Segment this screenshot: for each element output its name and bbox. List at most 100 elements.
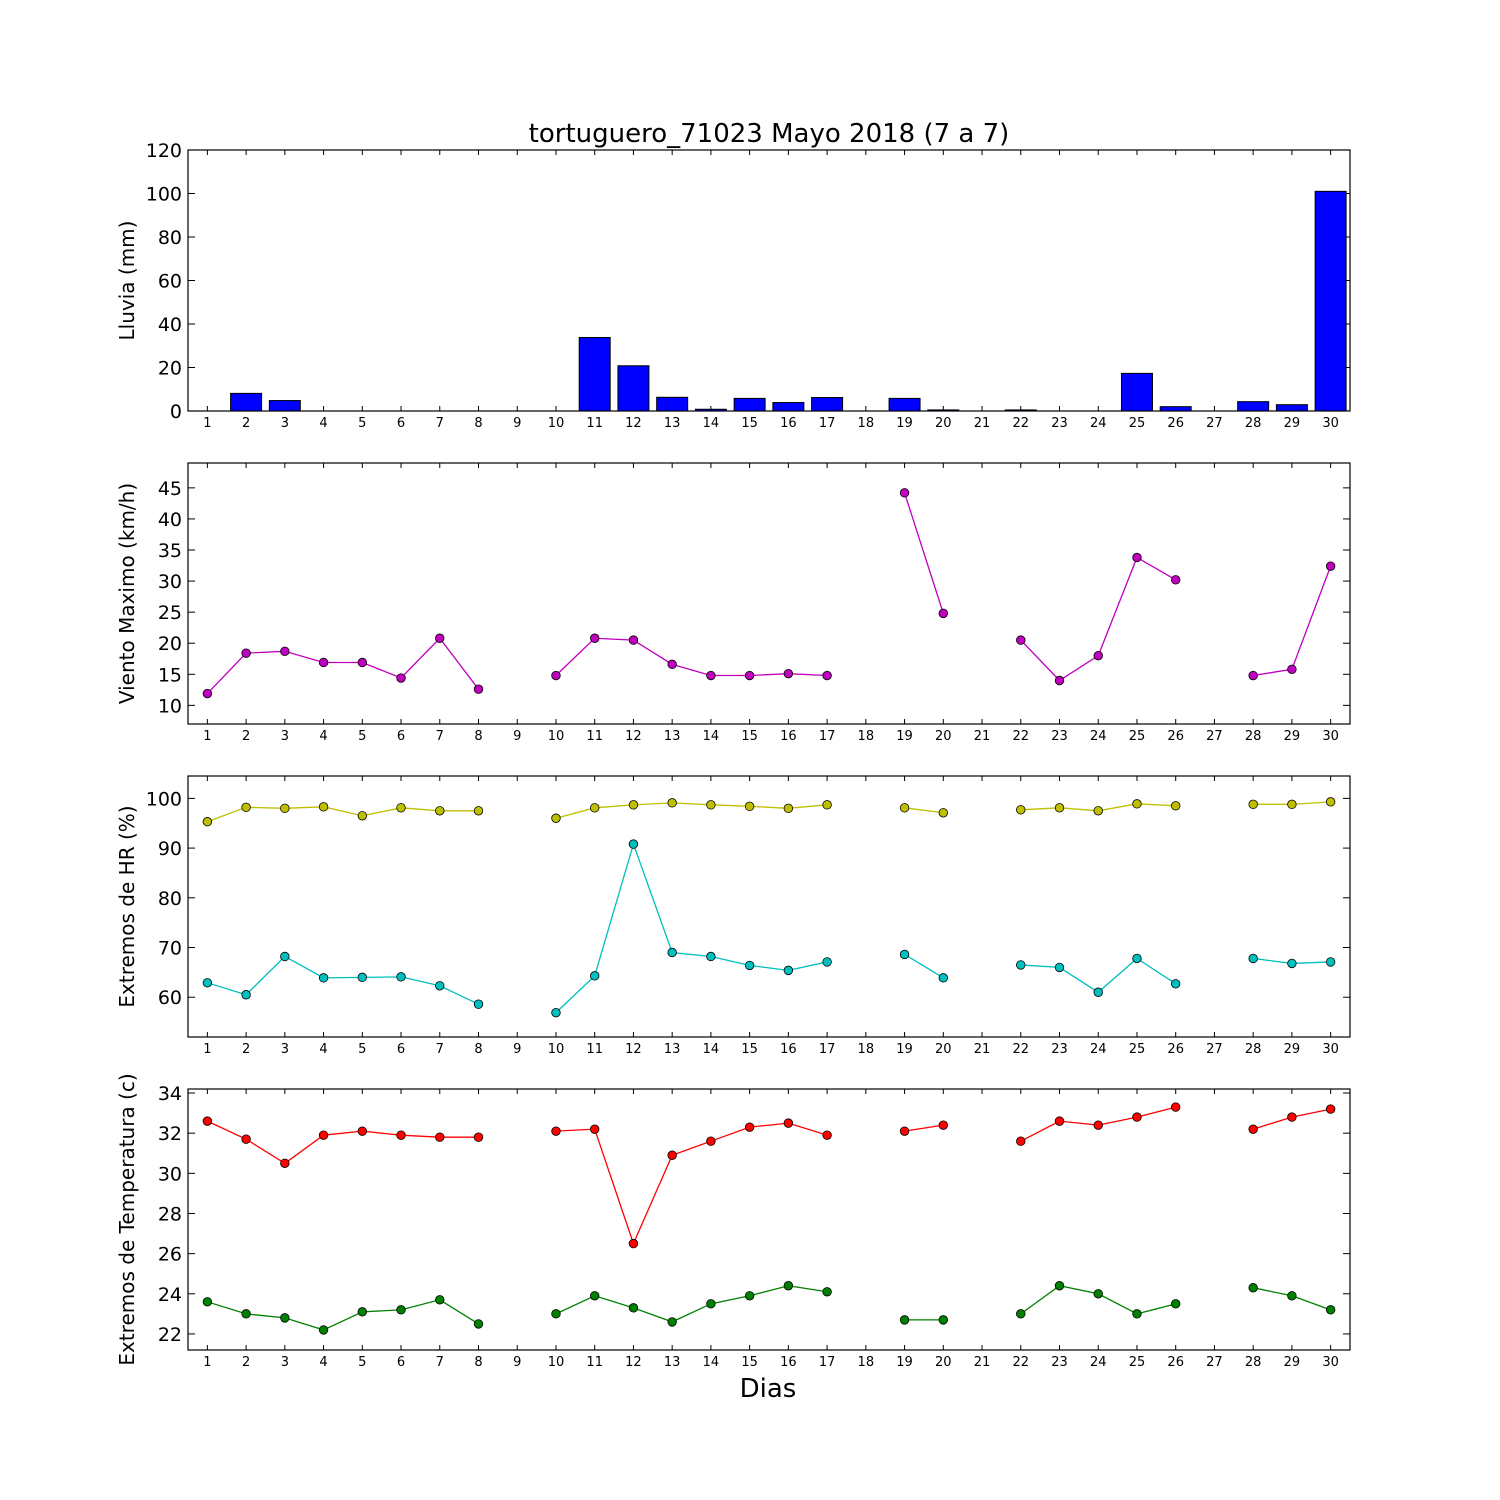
x-tick-label: 12 xyxy=(625,1355,642,1370)
wind-data-point xyxy=(1248,670,1258,681)
rain-bar xyxy=(1120,372,1153,412)
x-tick-label: 26 xyxy=(1167,1042,1184,1057)
x-tick-label: 17 xyxy=(819,729,836,744)
y-tick-label: 0 xyxy=(170,401,182,423)
x-tick-label: 20 xyxy=(935,729,952,744)
x-tick-label: 17 xyxy=(819,1042,836,1057)
wind-data-point xyxy=(628,635,639,645)
x-tick-label: 16 xyxy=(780,1355,797,1370)
temperature-data-point xyxy=(473,1132,484,1142)
humidity-data-point xyxy=(899,803,910,813)
x-tick-label: 6 xyxy=(397,1355,405,1370)
temperature-data-point xyxy=(241,1309,251,1319)
rain-bar xyxy=(230,392,263,412)
x-tick-label: 4 xyxy=(319,416,327,431)
temperature-axes-frame xyxy=(187,1088,1351,1351)
temperature-data-point xyxy=(1093,1289,1103,1299)
y-tick-label: 100 xyxy=(146,788,182,810)
temperature-data-point xyxy=(1287,1112,1297,1122)
humidity-data-point xyxy=(1248,799,1258,810)
x-tick-label: 10 xyxy=(548,729,565,744)
humidity-data-point xyxy=(435,981,445,991)
wind-data-point xyxy=(590,633,600,643)
rain-bar xyxy=(772,402,805,412)
humidity-data-point xyxy=(435,806,445,816)
y-tick-label: 70 xyxy=(158,938,182,960)
y-tick-label: 40 xyxy=(158,314,182,336)
x-tick-label: 2 xyxy=(242,1355,250,1370)
x-tick-label: 16 xyxy=(780,1042,797,1057)
x-tick-label: 29 xyxy=(1284,416,1301,431)
humidity-data-point xyxy=(1093,806,1103,816)
temperature-data-point xyxy=(590,1291,600,1301)
wind-data-point xyxy=(899,488,910,498)
x-tick-label: 26 xyxy=(1167,729,1184,744)
humidity-data-point xyxy=(473,806,484,816)
y-tick-label: 30 xyxy=(158,571,182,593)
temperature-data-point xyxy=(202,1297,213,1307)
x-tick-label: 30 xyxy=(1322,1355,1339,1370)
x-tick-label: 7 xyxy=(436,1355,444,1370)
temperature-data-point xyxy=(1132,1309,1142,1319)
humidity-data-point xyxy=(822,957,832,967)
x-tick-label: 5 xyxy=(358,1355,366,1370)
x-tick-label: 19 xyxy=(896,1042,913,1057)
humidity-data-point xyxy=(938,973,949,983)
wind-data-point xyxy=(1054,675,1065,686)
x-tick-label: 6 xyxy=(397,416,405,431)
x-tick-label: 25 xyxy=(1129,1042,1146,1057)
y-tick-label: 20 xyxy=(158,633,182,655)
x-tick-label: 18 xyxy=(858,1042,875,1057)
x-tick-label: 8 xyxy=(474,416,482,431)
x-tick-label: 28 xyxy=(1245,1042,1262,1057)
rain-axes-frame xyxy=(187,149,1351,412)
y-tick-label: 28 xyxy=(158,1203,182,1225)
x-tick-label: 7 xyxy=(436,1042,444,1057)
temperature-data-point xyxy=(1054,1281,1065,1291)
temperature-data-point xyxy=(1248,1283,1258,1293)
humidity-data-point xyxy=(551,813,561,823)
rain-bar xyxy=(578,336,611,412)
x-tick-label: 1 xyxy=(203,1042,211,1057)
x-tick-label: 9 xyxy=(513,1355,521,1370)
x-tick-label: 14 xyxy=(703,416,720,431)
rain-bar xyxy=(1314,190,1347,412)
x-tick-label: 5 xyxy=(358,416,366,431)
humidity-data-point xyxy=(1248,953,1258,964)
humidity-data-point xyxy=(1016,805,1026,815)
x-tick-label: 9 xyxy=(513,1042,521,1057)
humidity-data-point xyxy=(1132,953,1142,964)
humidity-data-point xyxy=(1325,797,1336,807)
wind-data-point xyxy=(822,670,832,681)
temperature-y-axis-label: Extremos de Temperatura (c) xyxy=(115,1073,139,1365)
humidity-data-point xyxy=(783,965,794,976)
wind-data-point xyxy=(435,633,445,643)
x-tick-label: 11 xyxy=(586,729,603,744)
rain-bar xyxy=(888,397,921,412)
x-tick-label: 23 xyxy=(1051,416,1068,431)
y-tick-label: 60 xyxy=(158,987,182,1009)
x-tick-label: 13 xyxy=(664,1042,681,1057)
wind-data-point xyxy=(1325,561,1336,571)
x-tick-label: 11 xyxy=(586,1042,603,1057)
y-tick-label: 80 xyxy=(158,227,182,249)
x-tick-label: 22 xyxy=(1012,416,1029,431)
rain-bar xyxy=(733,397,766,412)
x-tick-label: 3 xyxy=(281,1042,289,1057)
x-tick-label: 9 xyxy=(513,729,521,744)
humidity-series-line xyxy=(207,955,479,1005)
x-tick-label: 22 xyxy=(1012,1355,1029,1370)
temperature-series-line xyxy=(904,1124,944,1132)
x-tick-label: 6 xyxy=(397,1042,405,1057)
x-tick-label: 4 xyxy=(319,1355,327,1370)
temperature-data-point xyxy=(783,1281,794,1291)
x-tick-label: 22 xyxy=(1012,729,1029,744)
humidity-series-line xyxy=(207,806,479,823)
temperature-data-point xyxy=(590,1124,600,1134)
humidity-series-line xyxy=(904,807,944,814)
temperature-data-point xyxy=(822,1130,832,1140)
x-tick-label: 15 xyxy=(741,1042,758,1057)
